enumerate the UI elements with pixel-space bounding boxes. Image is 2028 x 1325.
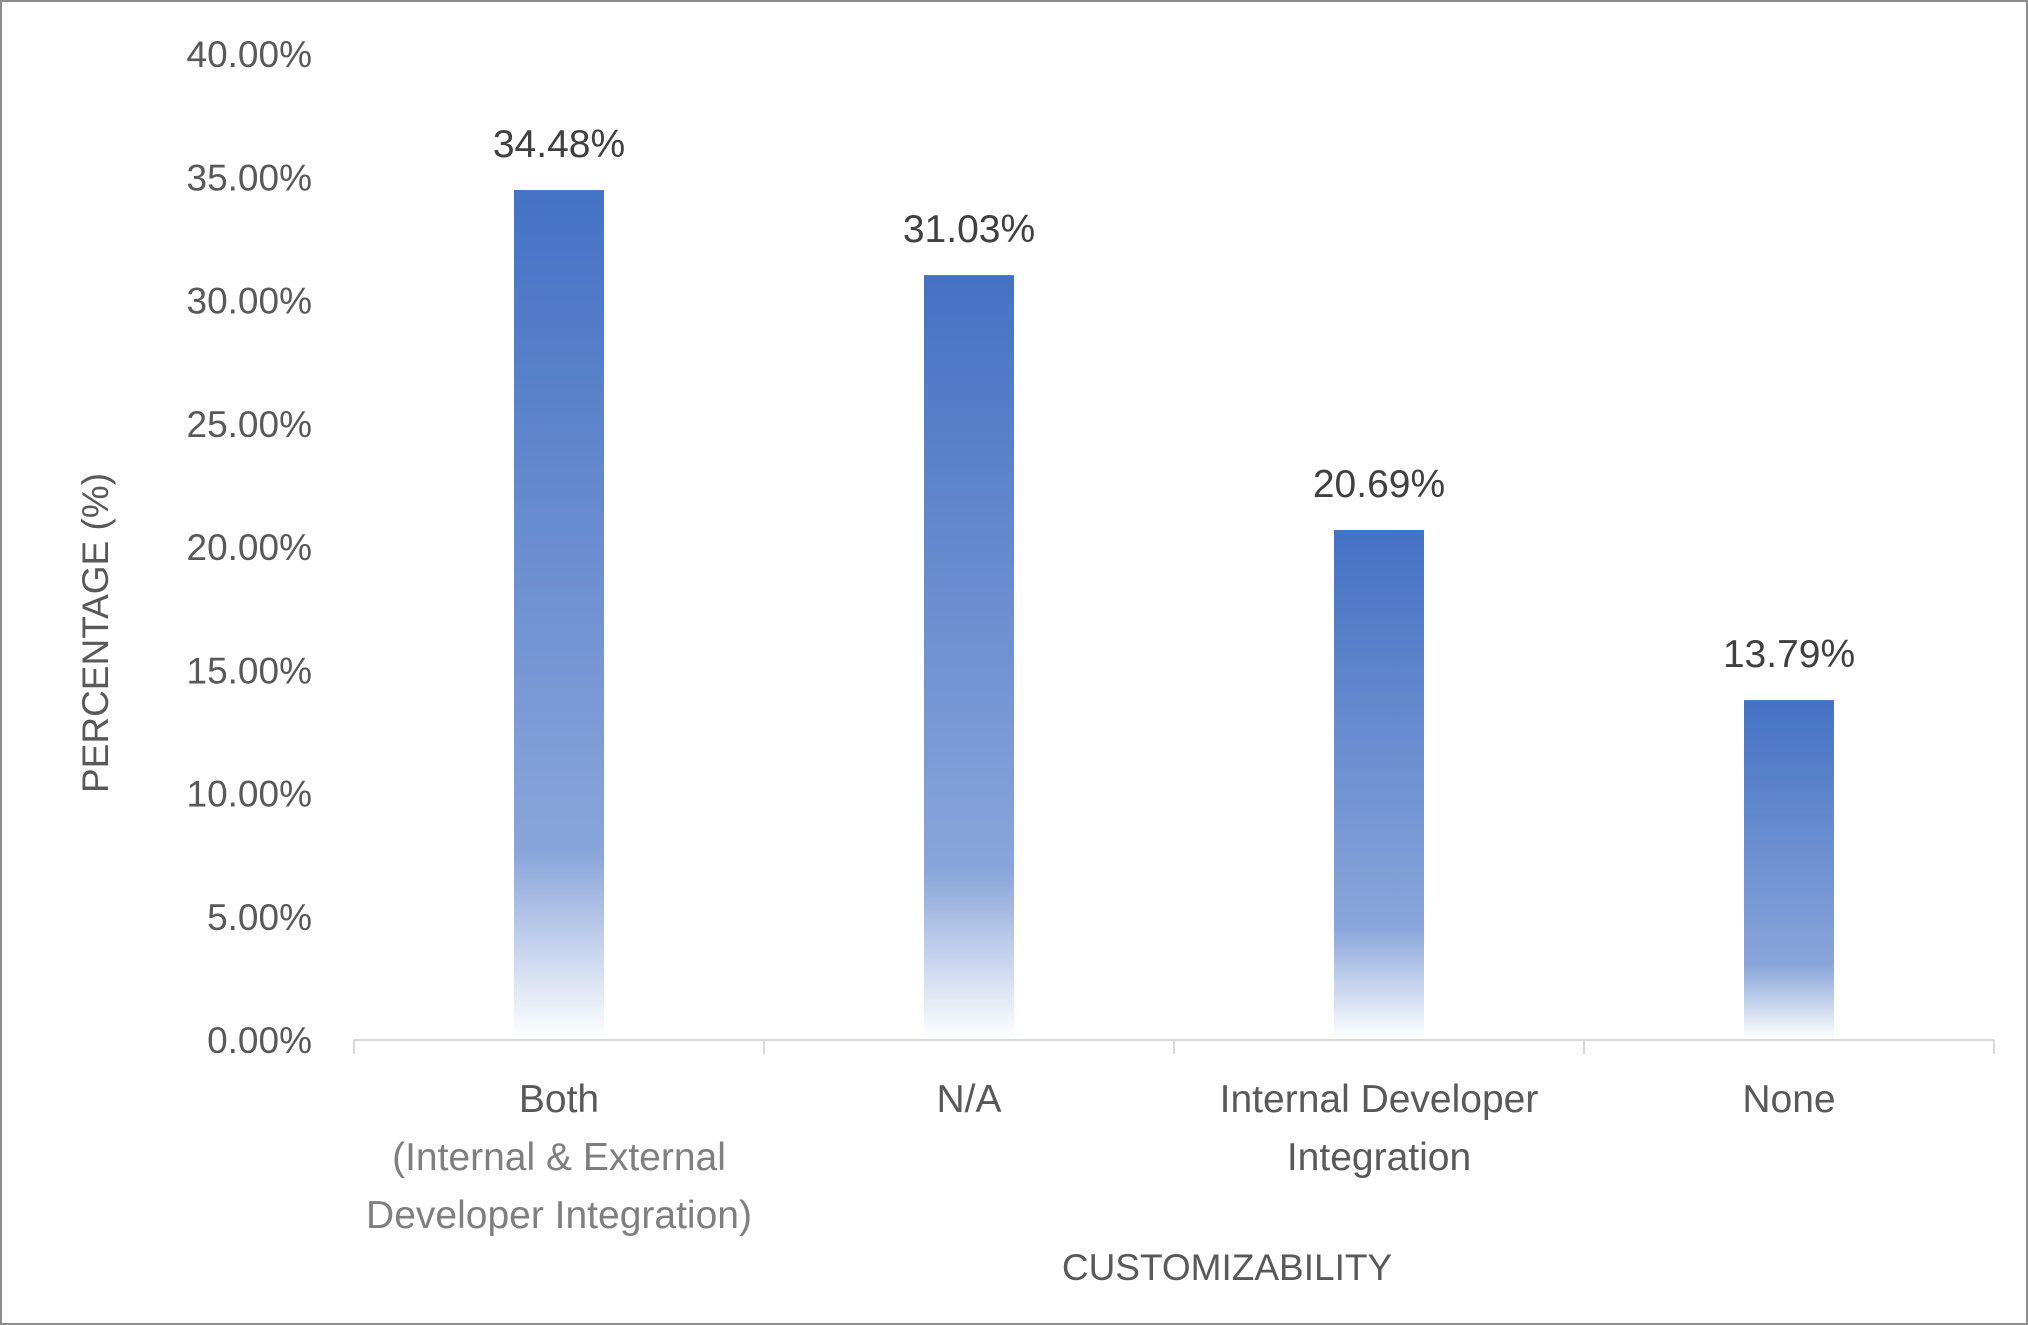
y-axis-title: PERCENTAGE (%): [75, 473, 116, 793]
x-axis-title: CUSTOMIZABILITY: [1062, 1247, 1392, 1288]
y-tick-label: 20.00%: [187, 527, 313, 568]
y-tick-label: 15.00%: [187, 650, 313, 691]
y-tick-label: 25.00%: [187, 404, 313, 445]
y-tick-label: 35.00%: [187, 157, 313, 198]
bar: [924, 275, 1014, 1041]
category-label: Internal Developer: [1220, 1078, 1539, 1121]
y-tick-label: 40.00%: [187, 34, 313, 75]
x-axis: [353, 1039, 1995, 1054]
category-label: Integration: [1287, 1136, 1471, 1179]
category-label: Developer Integration): [366, 1194, 752, 1237]
data-label: 34.48%: [493, 123, 625, 166]
y-tick-label: 0.00%: [207, 1020, 312, 1061]
y-tick-label: 30.00%: [187, 281, 313, 322]
y-tick-label: 5.00%: [207, 897, 312, 938]
category-label: N/A: [936, 1078, 1001, 1121]
bar: [1334, 529, 1424, 1040]
category-labels: Both (Internal & External Developer Integr…: [366, 1078, 1836, 1237]
bars: [514, 190, 1834, 1041]
data-label: 31.03%: [903, 208, 1035, 251]
bar: [1744, 700, 1834, 1040]
data-label: 13.79%: [1723, 633, 1855, 676]
bar: [514, 190, 604, 1040]
category-label: (Internal & External: [392, 1136, 726, 1179]
y-tick-label: 10.00%: [187, 774, 313, 815]
category-label: None: [1742, 1078, 1835, 1121]
data-labels: 34.48% 31.03% 20.69% 13.79%: [493, 123, 1855, 676]
data-label: 20.69%: [1313, 463, 1445, 506]
y-axis-ticks: 0.00% 5.00% 10.00% 15.00% 20.00% 25.00% 30.00%…: [187, 34, 313, 1061]
category-label: Both: [519, 1078, 599, 1121]
